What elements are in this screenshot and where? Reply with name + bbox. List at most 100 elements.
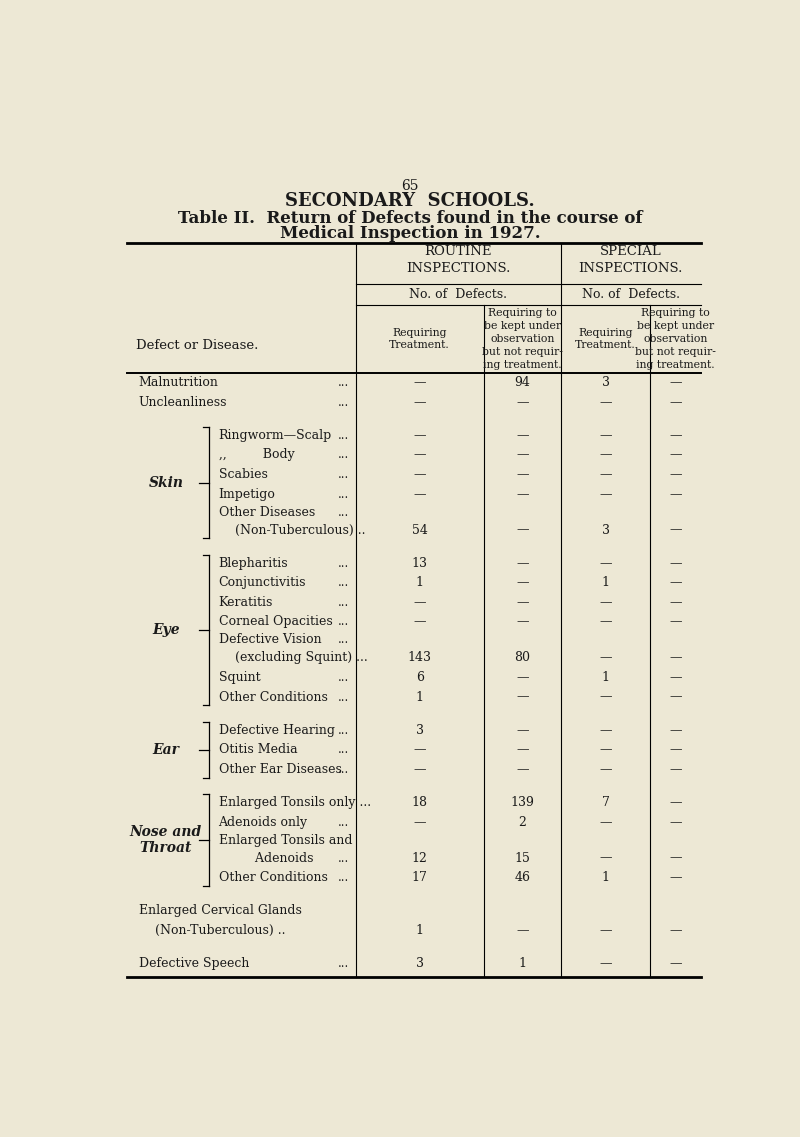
Text: 80: 80	[514, 652, 530, 664]
Text: Requiring
Treatment.: Requiring Treatment.	[575, 327, 636, 350]
Text: Enlarged Tonsils only ...: Enlarged Tonsils only ...	[218, 796, 370, 810]
Text: Adenoids: Adenoids	[218, 852, 313, 864]
Text: Skin: Skin	[148, 475, 183, 490]
Text: —: —	[599, 615, 612, 629]
Text: —: —	[669, 448, 682, 462]
Text: —: —	[669, 763, 682, 775]
Text: —: —	[669, 615, 682, 629]
Text: Ringworm—Scalp: Ringworm—Scalp	[218, 429, 332, 442]
Text: —: —	[516, 744, 529, 756]
Text: —: —	[669, 596, 682, 609]
Text: ...: ...	[338, 690, 350, 704]
Text: —: —	[599, 957, 612, 970]
Text: 15: 15	[514, 852, 530, 864]
Text: —: —	[414, 448, 426, 462]
Text: 18: 18	[412, 796, 428, 810]
Text: —: —	[516, 615, 529, 629]
Text: —: —	[669, 488, 682, 500]
Text: Other Conditions: Other Conditions	[218, 690, 327, 704]
Text: 13: 13	[412, 557, 428, 570]
Text: —: —	[599, 924, 612, 937]
Text: —: —	[599, 763, 612, 775]
Text: ROUTINE
INSPECTIONS.: ROUTINE INSPECTIONS.	[406, 246, 510, 275]
Text: —: —	[669, 924, 682, 937]
Text: —: —	[414, 744, 426, 756]
Text: 3: 3	[602, 523, 610, 537]
Text: Uncleanliness: Uncleanliness	[138, 396, 227, 408]
Text: ...: ...	[338, 376, 350, 389]
Text: —: —	[516, 924, 529, 937]
Text: SECONDARY  SCHOOLS.: SECONDARY SCHOOLS.	[285, 192, 535, 210]
Text: —: —	[669, 957, 682, 970]
Text: —: —	[669, 396, 682, 408]
Text: ...: ...	[338, 744, 350, 756]
Text: —: —	[599, 468, 612, 481]
Text: (Non-Tuberculous) ..: (Non-Tuberculous) ..	[218, 523, 365, 537]
Text: ...: ...	[338, 557, 350, 570]
Text: —: —	[599, 744, 612, 756]
Text: ...: ...	[338, 506, 350, 518]
Text: Conjunctivitis: Conjunctivitis	[218, 576, 306, 589]
Text: Requiring to
be kept under
observation
but not requir-
ing treatment.: Requiring to be kept under observation b…	[635, 308, 716, 370]
Text: 1: 1	[416, 924, 424, 937]
Text: —: —	[516, 429, 529, 442]
Text: ...: ...	[338, 615, 350, 629]
Text: 46: 46	[514, 871, 530, 885]
Text: —: —	[414, 815, 426, 829]
Text: —: —	[669, 376, 682, 389]
Text: ...: ...	[338, 429, 350, 442]
Text: —: —	[414, 468, 426, 481]
Text: Nose and
Throat: Nose and Throat	[130, 825, 202, 855]
Text: —: —	[516, 468, 529, 481]
Text: —: —	[669, 852, 682, 864]
Text: —: —	[516, 523, 529, 537]
Text: —: —	[669, 468, 682, 481]
Text: 7: 7	[602, 796, 610, 810]
Text: ...: ...	[338, 871, 350, 885]
Text: No. of  Defects.: No. of Defects.	[582, 288, 680, 301]
Text: 139: 139	[510, 796, 534, 810]
Text: —: —	[669, 523, 682, 537]
Text: SPECIAL
INSPECTIONS.: SPECIAL INSPECTIONS.	[578, 246, 683, 275]
Text: 6: 6	[416, 671, 424, 684]
Text: ...: ...	[338, 576, 350, 589]
Text: ...: ...	[338, 671, 350, 684]
Text: —: —	[599, 724, 612, 737]
Text: Impetigo: Impetigo	[218, 488, 275, 500]
Text: 1: 1	[602, 671, 610, 684]
Text: —: —	[599, 815, 612, 829]
Text: —: —	[669, 671, 682, 684]
Text: —: —	[599, 396, 612, 408]
Text: 1: 1	[416, 576, 424, 589]
Text: Enlarged Tonsils and: Enlarged Tonsils and	[218, 833, 352, 847]
Text: Blepharitis: Blepharitis	[218, 557, 288, 570]
Text: ...: ...	[338, 763, 350, 775]
Text: Other Diseases: Other Diseases	[218, 506, 315, 518]
Text: Table II.  Return of Defects found in the course of: Table II. Return of Defects found in the…	[178, 209, 642, 226]
Text: Requiring
Treatment.: Requiring Treatment.	[390, 327, 450, 350]
Text: Squint: Squint	[218, 671, 260, 684]
Text: —: —	[669, 796, 682, 810]
Text: 54: 54	[412, 523, 428, 537]
Text: —: —	[516, 576, 529, 589]
Text: Otitis Media: Otitis Media	[218, 744, 298, 756]
Text: —: —	[669, 557, 682, 570]
Text: 2: 2	[518, 815, 526, 829]
Text: (excluding Squint) ...: (excluding Squint) ...	[218, 652, 367, 664]
Text: —: —	[516, 488, 529, 500]
Text: Defective Speech: Defective Speech	[138, 957, 249, 970]
Text: —: —	[414, 396, 426, 408]
Text: —: —	[669, 871, 682, 885]
Text: —: —	[516, 448, 529, 462]
Text: Adenoids only: Adenoids only	[218, 815, 308, 829]
Text: ...: ...	[338, 957, 350, 970]
Text: Defective Vision: Defective Vision	[218, 633, 321, 647]
Text: Eye: Eye	[152, 623, 180, 637]
Text: ...: ...	[338, 396, 350, 408]
Text: Medical Inspection in 1927.: Medical Inspection in 1927.	[280, 225, 540, 242]
Text: —: —	[599, 488, 612, 500]
Text: (Non-Tuberculous) ..: (Non-Tuberculous) ..	[138, 924, 286, 937]
Text: —: —	[599, 852, 612, 864]
Text: —: —	[599, 448, 612, 462]
Text: —: —	[669, 815, 682, 829]
